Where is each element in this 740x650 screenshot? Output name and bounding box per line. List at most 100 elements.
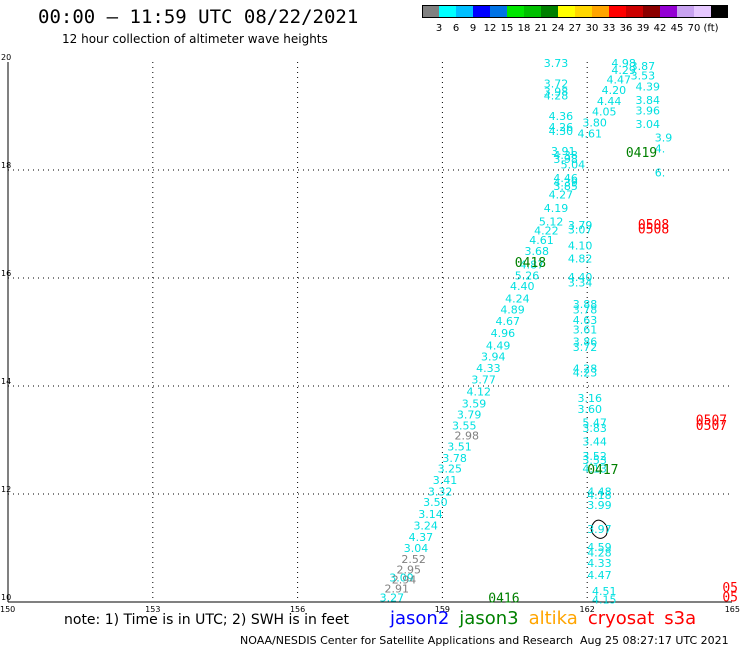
wave-height-value: 3.86 <box>573 336 598 349</box>
color-swatch <box>609 5 626 18</box>
wave-height-value: 4. <box>655 142 666 155</box>
wave-height-value: 4.39 <box>553 176 578 189</box>
color-scale-label: 12 <box>484 23 497 34</box>
wave-height-value: 3.94 <box>481 350 506 363</box>
color-scale-label: 27 <box>569 23 582 34</box>
wave-height-value: 4.63 <box>573 314 598 327</box>
color-scale-label: 42 <box>654 23 667 34</box>
wave-height-value: 3.87 <box>631 60 656 73</box>
wave-height-value: 4.38 <box>553 149 578 162</box>
wave-height-value: 4.46 <box>553 172 578 185</box>
wave-height-value: 4.51 <box>592 585 617 598</box>
wave-height-value: 3.99 <box>587 499 612 512</box>
color-scale-label: 39 <box>637 23 650 34</box>
wave-height-value: 3.27 <box>380 592 405 605</box>
wave-height-value: 3.53 <box>582 454 607 467</box>
wave-height-value: 3.34 <box>568 276 593 289</box>
wave-height-value: 4.18 <box>587 489 612 502</box>
color-scale-label: 30 <box>586 23 599 34</box>
wave-height-value: 6. <box>655 167 666 180</box>
x-tick-label: 156 <box>290 605 305 614</box>
wave-height-value: 3.83 <box>582 422 607 435</box>
y-tick-label: 10 <box>1 593 11 602</box>
wave-height-value: 3.80 <box>582 116 607 129</box>
wave-height-value: 4.87 <box>520 259 545 272</box>
x-tick-label: 159 <box>435 605 450 614</box>
wave-height-value: 3.07 <box>568 223 593 236</box>
color-swatch <box>643 5 660 18</box>
y-tick-label: 12 <box>1 485 11 494</box>
pass-time-label: 0419 <box>626 146 657 161</box>
x-tick-label: 165 <box>725 605 740 614</box>
y-tick-label: 14 <box>1 377 11 386</box>
wave-height-value-low: 2.52 <box>401 553 426 566</box>
color-swatch <box>592 5 609 18</box>
wave-height-value: 4.22 <box>534 224 559 237</box>
legend-item-cryosat: cryosat <box>587 608 655 629</box>
color-swatch <box>422 5 439 18</box>
wave-height-value: 4.29 <box>611 64 636 77</box>
wave-height-value: 3.25 <box>438 463 463 476</box>
wave-height-value: 4.28 <box>573 363 598 376</box>
wave-height-value: 5.12 <box>539 215 564 228</box>
color-scale-label: 9 <box>470 23 476 34</box>
x-tick-label: 153 <box>145 605 160 614</box>
legend-item-altika: altika <box>528 608 578 629</box>
wave-height-value: 3.51 <box>447 440 472 453</box>
pass-time-label: 0507 <box>696 419 727 434</box>
wave-height-value: 4.15 <box>592 593 617 606</box>
wave-height-value: 3.72 <box>544 78 569 91</box>
color-swatch <box>541 5 558 18</box>
wave-height-value: 4.28 <box>544 89 569 102</box>
y-tick-label: 18 <box>1 161 11 170</box>
x-tick-label: 162 <box>580 605 595 614</box>
color-swatch <box>490 5 507 18</box>
wave-height-value-low: 2.91 <box>384 583 409 596</box>
wave-height-value: 3.73 <box>544 57 569 70</box>
wave-height-value: 4.59 <box>587 541 612 554</box>
wave-height-value: 3.52 <box>582 450 607 463</box>
wave-height-value: 3.68 <box>524 245 549 258</box>
pass-time-label: 0508 <box>638 222 669 237</box>
wave-height-value: 3.98 <box>553 153 578 166</box>
color-swatch <box>694 5 711 18</box>
wave-height-value: 3.98 <box>544 86 569 99</box>
color-swatch <box>660 5 677 18</box>
color-scale-label: 36 <box>620 23 633 34</box>
wave-height-value: 4.20 <box>602 84 627 97</box>
island-outline <box>590 519 608 539</box>
wave-height-value: 4.61 <box>578 127 603 140</box>
color-swatch <box>473 5 490 18</box>
wave-height-value: 4.24 <box>505 293 530 306</box>
wave-height-value: 4.96 <box>491 327 515 340</box>
y-tick-label: 20 <box>1 53 11 62</box>
wave-height-value: 3.79 <box>457 409 482 422</box>
wave-height-value: 5.04 <box>561 159 586 172</box>
color-swatch <box>507 5 524 18</box>
satellite-legend: jason2 jason3 altika cryosat s3a <box>390 608 706 629</box>
wave-height-value: 4.33 <box>587 557 612 570</box>
color-scale-label: 24 <box>552 23 565 34</box>
pass-time-label: 0508 <box>638 218 669 233</box>
wave-height-value: 4.19 <box>544 202 569 215</box>
x-tick-label: 150 <box>0 605 15 614</box>
color-scale-label: 18 <box>518 23 531 34</box>
wave-height-value: 3.79 <box>568 219 593 232</box>
wave-height-value: 3.88 <box>573 298 598 311</box>
pass-time-label: 05 <box>722 591 738 606</box>
wave-height-value: 4.49 <box>486 340 511 353</box>
wave-height-value: 3.59 <box>462 397 487 410</box>
wave-height-value: 5.47 <box>582 417 607 430</box>
wave-height-value: 3.72 <box>573 341 598 354</box>
color-scale-label: 6 <box>453 23 459 34</box>
wave-height-value: 3.44 <box>582 436 607 449</box>
wave-height-value: 4.26 <box>549 121 574 134</box>
color-scale-label: 33 <box>603 23 616 34</box>
wave-height-value: 4.39 <box>635 80 660 93</box>
color-swatch <box>524 5 541 18</box>
color-scale-label: 3 <box>436 23 442 34</box>
pass-time-label: 0418 <box>515 256 546 271</box>
wave-height-value-low: 2.95 <box>397 564 422 577</box>
footer-timestamp: Aug 25 08:27:17 UTC 2021 <box>580 634 729 647</box>
wave-height-value: 3.41 <box>433 474 458 487</box>
